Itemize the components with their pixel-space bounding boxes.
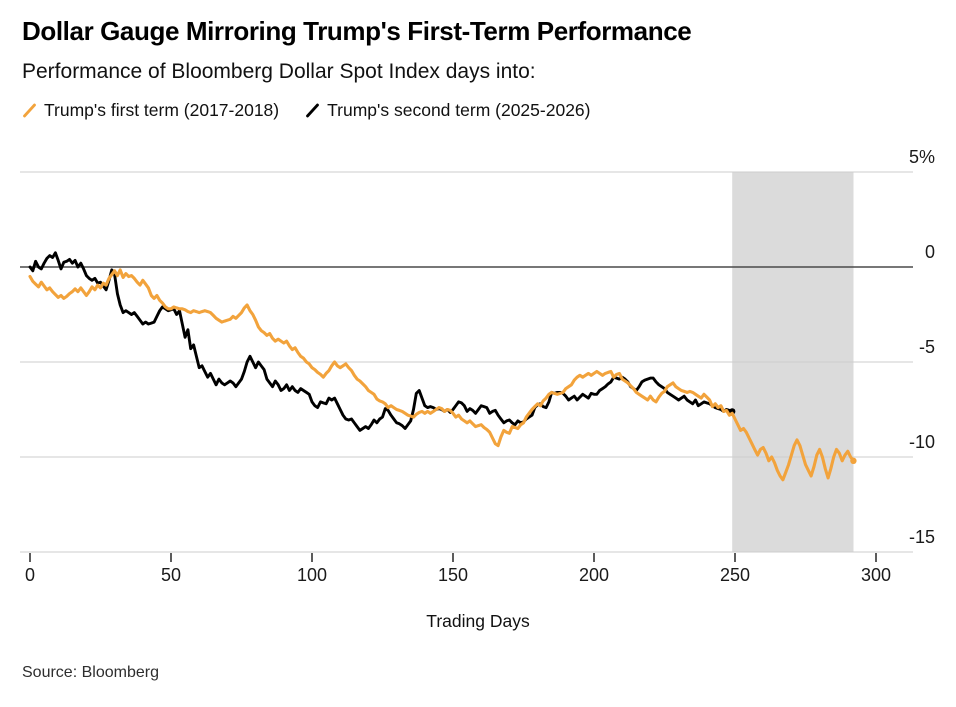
x-tick-label: 200 [578,565,610,585]
x-tick-label: 150 [437,565,469,585]
legend-item: Trump's second term (2025-2026) [305,100,591,121]
x-tick-label: 100 [296,565,328,585]
chart-subtitle: Performance of Bloomberg Dollar Spot Ind… [22,60,536,83]
x-tick-label: 300 [860,565,892,585]
y-tick-label: -5 [918,337,935,357]
y-tick-label: 5% [908,147,935,167]
legend-swatch-slash-icon [306,103,320,118]
series-endpoint-1 [850,457,857,464]
legend-label: Trump's first term (2017-2018) [44,100,280,120]
x-axis-title: Trading Days [426,611,530,631]
chart-title: Dollar Gauge Mirroring Trump's First-Ter… [22,16,692,46]
x-tick-label: 0 [24,565,35,585]
x-tick-label: 250 [719,565,751,585]
y-tick-label: -10 [908,432,935,452]
legend: Trump's first term (2017-2018) Trump's se… [22,100,591,121]
y-tick-label: 0 [924,242,935,262]
legend-item: Trump's first term (2017-2018) [22,100,279,121]
legend-label: Trump's second term (2025-2026) [327,100,591,120]
legend-swatch-slash-icon [23,103,36,118]
y-tick-label: -15 [908,527,935,547]
x-tick-label: 50 [160,565,182,585]
source-note: Source: Bloomberg [22,664,159,681]
series-line-1 [28,268,855,482]
